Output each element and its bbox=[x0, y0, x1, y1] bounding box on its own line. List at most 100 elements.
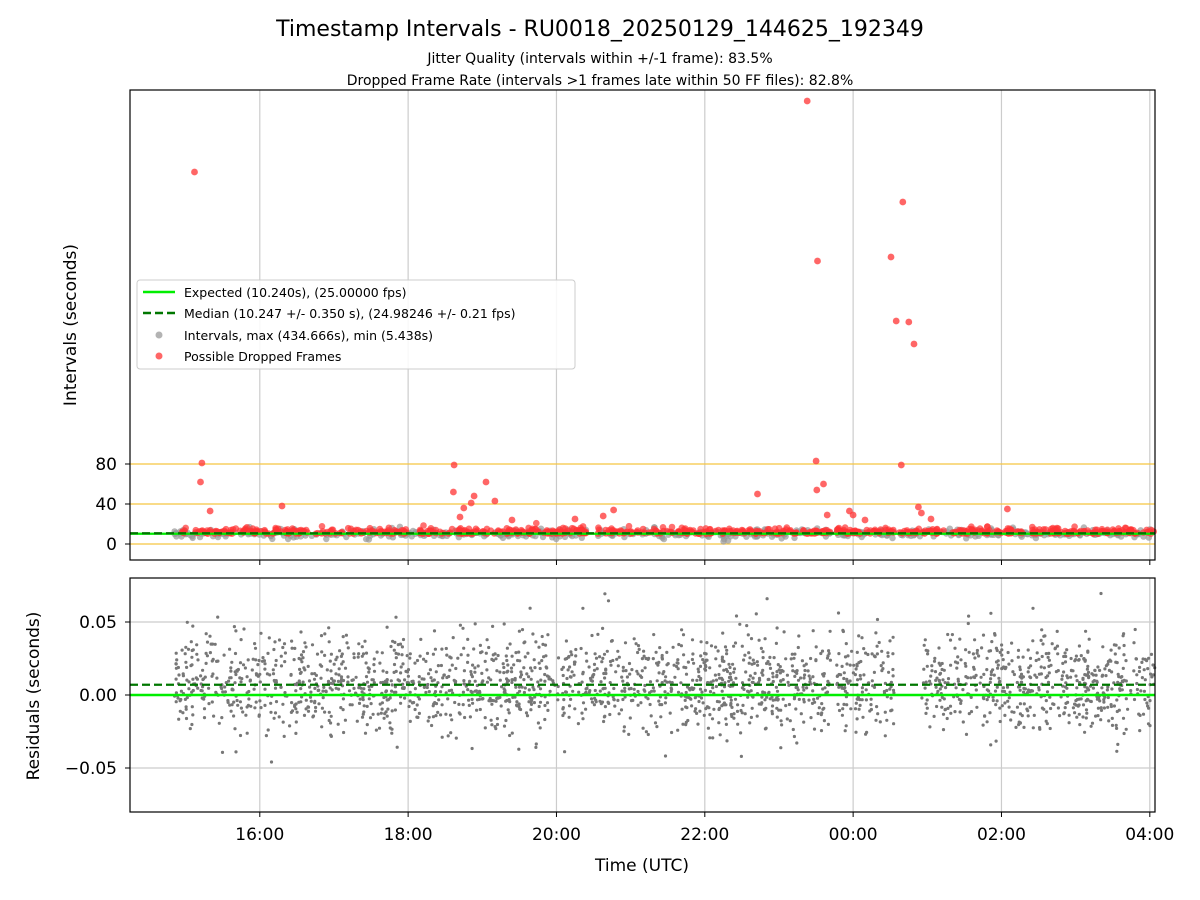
residual-point bbox=[364, 651, 369, 655]
residual-point bbox=[528, 606, 532, 610]
residual-point bbox=[540, 659, 544, 663]
residual-point bbox=[991, 695, 995, 699]
residual-point bbox=[510, 680, 514, 685]
residual-point bbox=[609, 663, 613, 667]
residual-point bbox=[740, 644, 744, 648]
residual-point bbox=[811, 689, 815, 693]
residual-point bbox=[403, 678, 407, 682]
residual-point bbox=[1109, 648, 1113, 652]
residual-point bbox=[253, 646, 258, 650]
residual-point bbox=[236, 703, 240, 707]
residual-point bbox=[822, 672, 826, 676]
residual-point bbox=[406, 674, 410, 678]
residual-point bbox=[660, 681, 664, 685]
residual-point bbox=[883, 734, 887, 738]
residual-point bbox=[1083, 685, 1087, 689]
residual-point bbox=[828, 658, 833, 662]
residual-point bbox=[762, 691, 766, 695]
residual-point bbox=[466, 688, 470, 692]
residual-point bbox=[772, 656, 776, 660]
residual-point bbox=[989, 677, 993, 681]
residual-point bbox=[258, 672, 262, 676]
residual-point bbox=[731, 662, 735, 666]
residual-point bbox=[1085, 711, 1089, 715]
residual-point bbox=[174, 662, 178, 666]
residual-point bbox=[1044, 699, 1048, 703]
residual-point bbox=[244, 713, 248, 717]
residual-point bbox=[424, 690, 428, 695]
residual-point bbox=[1133, 627, 1137, 632]
residual-point bbox=[807, 674, 811, 678]
residual-point bbox=[784, 657, 788, 661]
residual-point bbox=[502, 622, 506, 626]
residual-point bbox=[1093, 668, 1097, 672]
residual-point bbox=[426, 719, 430, 723]
bottom-panel-y-axis-label: Residuals (seconds) bbox=[24, 612, 44, 781]
residual-point bbox=[306, 664, 310, 669]
residual-point bbox=[1082, 657, 1086, 661]
residual-point bbox=[292, 658, 296, 662]
x-tick-label: 22:00 bbox=[680, 825, 729, 845]
residual-point bbox=[628, 672, 632, 676]
residual-point bbox=[621, 665, 625, 670]
residual-point bbox=[380, 651, 384, 655]
residual-point bbox=[701, 658, 705, 662]
residual-point bbox=[936, 689, 940, 693]
top-panel-y-axis-label: Intervals (seconds) bbox=[61, 244, 81, 406]
dropped-frame-point bbox=[432, 526, 440, 534]
residual-point bbox=[698, 664, 703, 669]
residual-point bbox=[632, 637, 636, 641]
residual-point bbox=[273, 640, 277, 644]
residual-point bbox=[385, 625, 389, 629]
residual-point bbox=[297, 700, 301, 704]
residual-point bbox=[1039, 665, 1043, 669]
residual-point bbox=[229, 669, 233, 673]
residual-point bbox=[668, 711, 672, 715]
residual-point bbox=[676, 658, 680, 662]
residual-point bbox=[269, 710, 273, 714]
residual-point bbox=[360, 715, 365, 719]
residual-point bbox=[643, 683, 647, 688]
residual-point bbox=[473, 666, 477, 670]
residual-point bbox=[1067, 713, 1071, 717]
residual-point bbox=[989, 743, 993, 747]
residual-point bbox=[440, 647, 444, 651]
residual-point bbox=[1115, 698, 1119, 702]
residual-point bbox=[506, 708, 510, 712]
residual-point bbox=[724, 703, 728, 707]
residual-point bbox=[364, 675, 369, 679]
residual-point bbox=[941, 712, 946, 716]
residual-point bbox=[425, 685, 429, 690]
residual-point bbox=[462, 646, 466, 650]
residual-point bbox=[485, 668, 489, 672]
residual-point bbox=[538, 700, 543, 704]
dropped-frame-outlier bbox=[482, 478, 490, 486]
residual-point bbox=[779, 746, 783, 750]
residual-point bbox=[685, 706, 689, 710]
residual-point bbox=[961, 720, 965, 724]
residual-point bbox=[330, 688, 334, 692]
residual-point bbox=[228, 703, 232, 707]
residual-point bbox=[230, 703, 234, 707]
dropped-frame-point bbox=[573, 526, 580, 534]
residual-point bbox=[613, 704, 617, 708]
residual-point bbox=[636, 689, 640, 694]
residual-point bbox=[513, 676, 517, 681]
residual-point bbox=[787, 683, 791, 687]
residual-point bbox=[1149, 672, 1153, 676]
top-y-tick-label: 40 bbox=[95, 495, 117, 515]
dropped-frame-outlier bbox=[450, 461, 458, 469]
residual-point bbox=[994, 646, 999, 650]
residual-point bbox=[272, 647, 276, 652]
residual-point bbox=[774, 685, 779, 689]
residual-point bbox=[771, 679, 775, 684]
residual-point bbox=[399, 671, 403, 675]
residual-point bbox=[1077, 697, 1081, 701]
residual-point bbox=[642, 654, 646, 658]
x-tick-label: 00:00 bbox=[829, 825, 878, 845]
residual-point bbox=[475, 698, 480, 702]
dropped-frame-point bbox=[771, 525, 779, 532]
residual-point bbox=[367, 684, 371, 689]
residual-point bbox=[842, 676, 846, 681]
residual-point bbox=[504, 718, 508, 723]
